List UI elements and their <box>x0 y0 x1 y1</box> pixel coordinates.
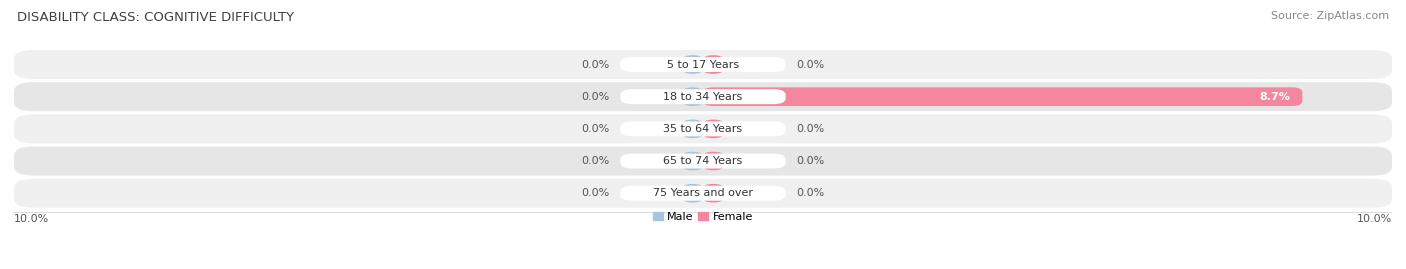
FancyBboxPatch shape <box>703 184 724 203</box>
FancyBboxPatch shape <box>14 114 1392 143</box>
FancyBboxPatch shape <box>620 186 786 201</box>
Text: 0.0%: 0.0% <box>582 59 610 69</box>
FancyBboxPatch shape <box>620 89 786 104</box>
FancyBboxPatch shape <box>682 119 703 138</box>
Text: 0.0%: 0.0% <box>582 156 610 166</box>
FancyBboxPatch shape <box>703 119 724 138</box>
Text: 0.0%: 0.0% <box>796 59 824 69</box>
FancyBboxPatch shape <box>14 50 1392 79</box>
FancyBboxPatch shape <box>14 147 1392 176</box>
Text: 0.0%: 0.0% <box>582 188 610 198</box>
Text: 10.0%: 10.0% <box>14 214 49 224</box>
Text: 0.0%: 0.0% <box>582 92 610 102</box>
Text: 0.0%: 0.0% <box>582 124 610 134</box>
FancyBboxPatch shape <box>620 154 786 168</box>
Text: 0.0%: 0.0% <box>796 188 824 198</box>
Text: 75 Years and over: 75 Years and over <box>652 188 754 198</box>
FancyBboxPatch shape <box>703 152 724 170</box>
FancyBboxPatch shape <box>703 55 724 74</box>
Text: 10.0%: 10.0% <box>1357 214 1392 224</box>
FancyBboxPatch shape <box>14 179 1392 208</box>
FancyBboxPatch shape <box>620 121 786 136</box>
Text: DISABILITY CLASS: COGNITIVE DIFFICULTY: DISABILITY CLASS: COGNITIVE DIFFICULTY <box>17 11 294 24</box>
FancyBboxPatch shape <box>682 87 703 106</box>
Text: 0.0%: 0.0% <box>796 156 824 166</box>
FancyBboxPatch shape <box>682 152 703 170</box>
Text: 65 to 74 Years: 65 to 74 Years <box>664 156 742 166</box>
Text: 5 to 17 Years: 5 to 17 Years <box>666 59 740 69</box>
FancyBboxPatch shape <box>703 87 1302 106</box>
Text: Source: ZipAtlas.com: Source: ZipAtlas.com <box>1271 11 1389 21</box>
Legend: Male, Female: Male, Female <box>652 212 754 222</box>
FancyBboxPatch shape <box>620 57 786 72</box>
Text: 35 to 64 Years: 35 to 64 Years <box>664 124 742 134</box>
FancyBboxPatch shape <box>682 184 703 203</box>
Text: 0.0%: 0.0% <box>796 124 824 134</box>
Text: 18 to 34 Years: 18 to 34 Years <box>664 92 742 102</box>
Text: 8.7%: 8.7% <box>1260 92 1289 102</box>
FancyBboxPatch shape <box>14 82 1392 111</box>
FancyBboxPatch shape <box>682 55 703 74</box>
